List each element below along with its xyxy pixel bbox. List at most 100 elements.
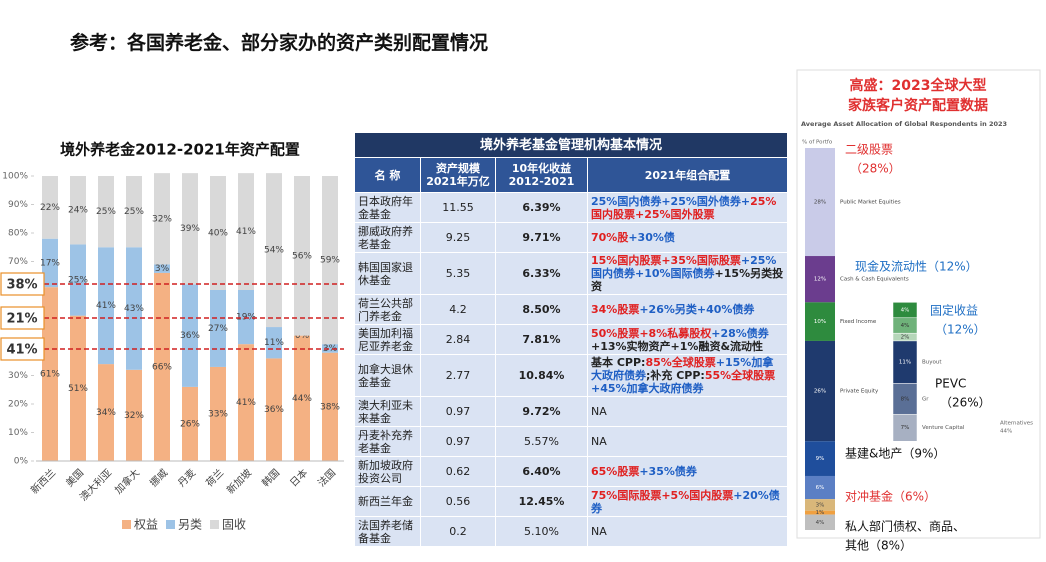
bar-segment [210,176,226,290]
private_equity-segment [892,413,918,442]
annotation-bg [929,372,989,416]
fund-size: 0.62 [420,456,496,487]
allocation: 50%股票+8%私募股权+28%债券+13%实物资产+1%融资&流动性 [586,324,789,355]
bar-segment [126,176,142,248]
segment-label: 4% [816,520,825,526]
column-segment [805,510,835,515]
fund-return: 9.72% [495,396,588,427]
fund-size: 9.25 [420,222,496,253]
column-segment [805,302,835,341]
fixed_income-label: 4% [901,323,910,329]
allocation-part: +45%加拿大政府债券 [591,382,704,395]
data-label: 32% [124,411,144,421]
allocation-part: 65%股票 [591,465,640,478]
legend-label: 固收 [222,518,246,532]
data-label: 38% [320,402,340,412]
allocation-part: 55%全球股票 [704,369,776,382]
table-row: 法国养老储备基金 0.2 5.10% NA [354,516,789,547]
table-row: 加拿大退休金基金 2.77 10.84% 基本 CPP:85%全球股票+15%加拿大政… [354,354,789,397]
data-label: 41% [96,301,116,311]
annotation: 固定收益 [930,303,978,318]
annotation: 私人部门债权、商品、 [845,519,965,534]
fund-return: 5.10% [495,516,588,547]
annotation-bg [839,485,969,509]
panel-title: 家族客户资产配置数据 [848,97,988,114]
fund-size: 0.56 [420,486,496,517]
column-segment [805,441,835,476]
fund-size: 11.55 [420,192,496,223]
annotation-bg [839,442,969,466]
bar-segment [238,173,254,290]
allocation: 75%国际股票+5%国内股票+20%债券 [586,486,789,517]
fund-return: 6.40% [495,456,588,487]
fund-name: 新西兰年金 [354,486,421,517]
bar-segment [238,344,254,461]
legend-label: 另类 [178,518,202,532]
data-label: 25% [124,207,144,217]
fund-name: 美国加利福尼亚养老金 [354,324,421,355]
fund-size: 5.35 [420,252,496,295]
allocation-part: +35%债券 [639,465,697,478]
annotation: 其他（8%） [845,539,912,553]
table-row: 美国加利福尼亚养老金 2.84 7.81% 50%股票+8%私募股权+28%债券+13… [354,324,789,355]
private_equity-category: Gr [922,396,929,402]
allocation-part: 70%股 [591,231,629,244]
header-cell: 10年化收益 2012-2021 [495,157,588,193]
allocation-part: +13%实物资产+1%融资&流动性 [591,339,764,353]
bar-segment [154,173,170,265]
allocation: NA [586,396,789,427]
x-tick-label: 新西兰 [28,466,58,496]
x-tick-label: 韩国 [259,466,282,489]
data-label: 54% [264,246,284,256]
table-caption-row: 境外养老基金管理机构基本情况 [353,132,789,158]
header-cell: 名 称 [354,157,421,193]
fund-return: 5.57% [495,426,588,457]
legend-swatch [210,520,219,529]
annotation: 41% [6,343,37,358]
allocation-part: +26%另类+40%债券 [639,303,755,316]
bar-segment [238,290,254,345]
chart-subtitle: Average Asset Allocation of Global Respo… [801,120,1007,128]
allocation-part: 25%国内债券+25%国外债券+ [591,194,751,208]
allocation: NA [586,426,789,457]
bar-segment [266,358,282,461]
allocation-part: +20%债券 [591,488,780,515]
bar-segment [126,247,142,370]
data-label: 39% [180,224,200,234]
data-label: 17% [40,258,60,268]
chart-title: 境外养老金2012-2021年资产配置 [60,141,300,159]
data-label: 40% [208,229,228,239]
bar-segment [210,290,226,367]
data-label: 43% [124,304,144,314]
y-tick-label: 100% [2,172,28,182]
bar-segment [322,344,338,353]
y-tick-label: 90% [8,200,28,210]
table-row: 新西兰年金 0.56 12.45% 75%国际股票+5%国内股票+20%债券 [354,486,789,517]
y-tick-label: 20% [8,400,28,410]
data-label: 66% [152,362,172,372]
allocation-part: 25%国内股票+25%国外股票 [591,194,777,221]
column-segment [805,256,835,303]
bar-segment [42,176,58,239]
header-text: 资产规模 [436,162,480,175]
table-row: 澳大利亚未来基金 0.97 9.72% NA [354,396,789,427]
bar-segment [42,238,58,288]
allocation-part: 50%股票+8%私募股权 [591,326,712,340]
bar-segment [210,366,226,461]
table-row: 新加坡政府投资公司 0.62 6.40% 65%股票+35%债券 [354,456,789,487]
table-row: 荷兰公共部门养老金 4.2 8.50% 34%股票+26%另类+40%债券 [354,294,789,325]
fund-size: 0.97 [420,426,496,457]
data-label: 61% [40,370,60,380]
annotation: 基建&地产（9%） [845,447,945,461]
table-row: 韩国国家退休基金 5.35 6.33% 15%国内股票+35%国际股票+25%国内债券… [354,252,789,295]
column-segment [805,514,835,530]
data-label: 27% [208,324,228,334]
segment-label: 6% [816,485,825,491]
table-row: 日本政府年金基金 11.55 6.39% 25%国内债券+25%国外债券+25%国内股… [354,192,789,223]
data-label: 25% [96,207,116,217]
fund-size: 2.77 [420,354,496,397]
allocation-part: 85%全球股票 [645,356,716,369]
header-cell: 资产规模 2021年万亿 [420,157,496,193]
annotation: 38% [6,278,37,293]
slide-title: 参考：各国养老金、部分家办的资产类别配置情况 [70,32,489,54]
